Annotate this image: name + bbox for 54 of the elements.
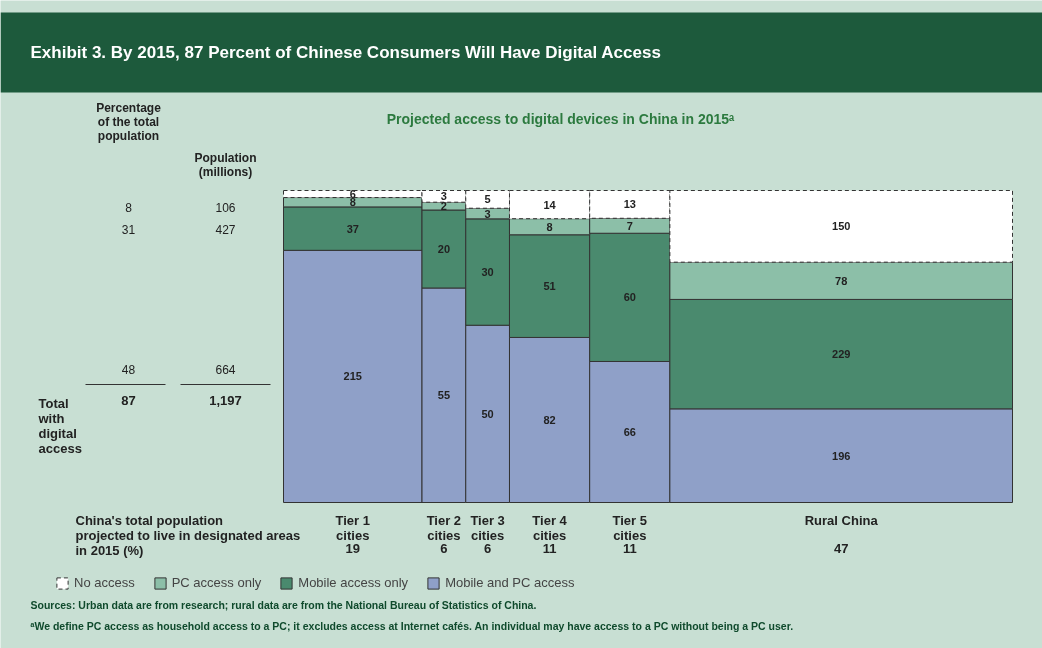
legend-label: No access xyxy=(74,575,135,590)
legend-label: Mobile and PC access xyxy=(445,575,575,590)
source-note: Sources: Urban data are from research; rural data are from the National Bureau of Statistics of China. xyxy=(30,598,537,611)
text: 1,197 xyxy=(209,392,242,408)
legend-label: Mobile access only xyxy=(298,575,409,590)
text: 664 xyxy=(215,363,236,377)
category-label: Tier 3 cities xyxy=(470,512,505,543)
data-label: 60 xyxy=(623,291,636,304)
text: Percentage of the total population xyxy=(96,100,162,143)
text: ᵃWe define PC access as household access to a PC; it excludes access at Internet cafés. An individual may have access to a PC without being a PC user. xyxy=(30,619,794,632)
data-label: 5 xyxy=(484,193,491,206)
text: China's total population projected to live in designated areas in 2015 (%) xyxy=(75,512,301,558)
text: Projected access to digital devices in China in 2015ᵃ xyxy=(386,110,736,127)
data-label: 30 xyxy=(481,266,494,279)
data-label: 150 xyxy=(832,220,851,233)
category-label: Tier 4 cities xyxy=(532,512,568,543)
legend-label: PC access only xyxy=(171,575,262,590)
data-label: 8 xyxy=(546,220,553,233)
category-label: Tier 1 cities xyxy=(335,512,370,543)
text: Exhibit 3. By 2015, 87 Percent of Chinese Consumers Will Have Digital Access xyxy=(30,43,661,62)
data-label: 13 xyxy=(623,198,636,211)
data-label: 19 xyxy=(345,541,360,556)
data-label: 3 xyxy=(484,207,491,220)
text: 87 xyxy=(121,392,136,408)
category-label: Tier 5 cities xyxy=(612,512,647,543)
category-label: Tier 2 cities xyxy=(426,512,462,543)
text: Total with digital access xyxy=(37,395,82,456)
data-label: 229 xyxy=(832,348,851,361)
data-label: 14 xyxy=(543,198,557,211)
text: 8 xyxy=(125,201,133,215)
data-label: 20 xyxy=(437,243,451,255)
data-label: 47 xyxy=(833,541,849,556)
data-label: 6 xyxy=(440,541,448,556)
data-label: 196 xyxy=(832,449,851,462)
data-label: 78 xyxy=(835,274,848,287)
data-label: 55 xyxy=(437,389,451,402)
data-label: 11 xyxy=(542,541,557,556)
category-label: Rural China xyxy=(804,512,879,528)
data-label: 7 xyxy=(626,219,633,232)
data-label: 37 xyxy=(346,222,359,235)
data-label: 82 xyxy=(543,413,556,426)
data-label: 2 xyxy=(440,200,447,213)
data-label: 11 xyxy=(622,541,637,556)
text: 31 xyxy=(121,223,136,237)
data-label: 66 xyxy=(623,425,636,438)
data-label: 215 xyxy=(343,370,362,383)
text: Population (millions) xyxy=(194,150,257,179)
text: 48 xyxy=(121,363,136,377)
data-label: 6 xyxy=(484,541,492,556)
data-label: 50 xyxy=(481,407,494,420)
data-label: 3 xyxy=(440,190,447,203)
data-label: 51 xyxy=(543,280,556,293)
text: 427 xyxy=(215,223,236,237)
text: 106 xyxy=(215,201,236,215)
